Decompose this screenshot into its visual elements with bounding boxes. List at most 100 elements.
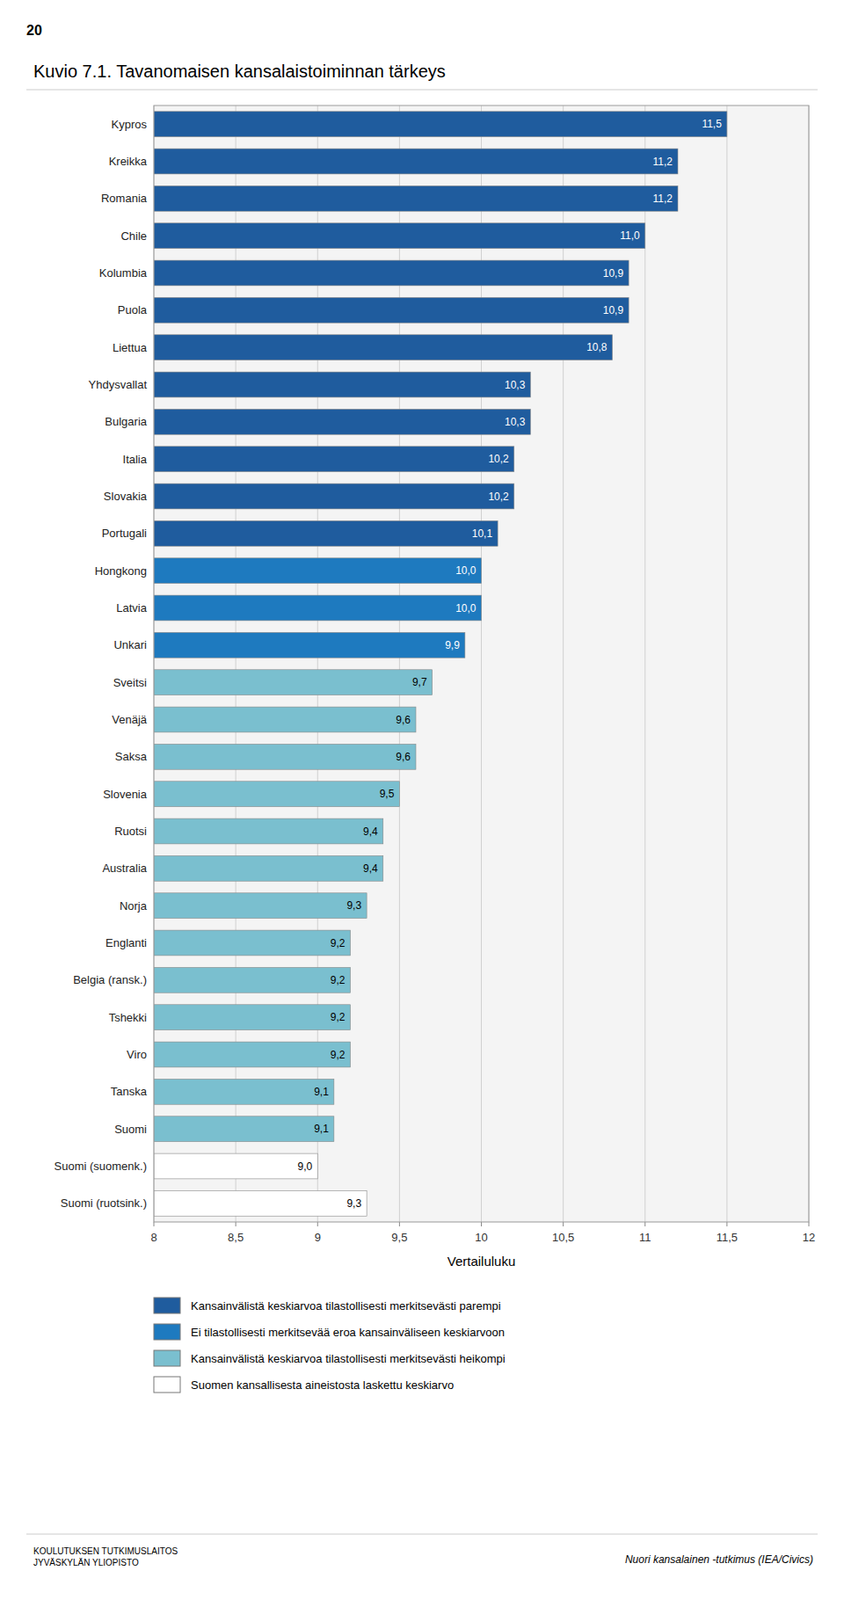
bar (153, 595, 482, 621)
data-label: 9,2 (330, 937, 346, 950)
category-label: Liettua (112, 341, 148, 355)
category-label: Suomi (suomenk.) (54, 1159, 147, 1173)
legend-swatch (153, 1350, 181, 1367)
bar (153, 558, 482, 584)
data-label: 9,4 (363, 862, 379, 875)
category-label: Sveitsi (113, 676, 147, 690)
data-label: 10,3 (504, 415, 526, 429)
data-label: 10,0 (455, 564, 477, 577)
tick-label: 11 (639, 1230, 652, 1245)
category-label: Bulgaria (104, 414, 147, 429)
bar (153, 1116, 335, 1143)
category-label: Kypros (111, 117, 148, 131)
bar (153, 371, 531, 398)
tick-mark (399, 1222, 401, 1227)
bar (153, 781, 400, 808)
bar (153, 706, 416, 733)
tick-mark (153, 1222, 155, 1227)
bar (153, 223, 646, 249)
bar (153, 743, 416, 770)
bar (153, 111, 728, 138)
data-label: 11,5 (701, 117, 722, 131)
category-label: Suomi (114, 1122, 147, 1136)
category-label: Latvia (116, 601, 147, 615)
category-label: Suomi (ruotsink.) (60, 1196, 147, 1210)
data-label: 10,0 (455, 602, 477, 615)
data-label: 10,2 (487, 490, 510, 503)
tick-mark (808, 1222, 810, 1227)
y-axis: KyprosKreikkaRomaniaChileKolumbiaPuolaLi… (54, 117, 148, 1211)
legend-swatch (153, 1324, 181, 1340)
bar (153, 1004, 351, 1031)
data-label: 9,0 (298, 1160, 313, 1173)
category-label: Ruotsi (114, 824, 147, 838)
data-labels: 11,511,211,211,010,910,910,810,310,310,2… (298, 117, 723, 1210)
bar (153, 446, 515, 473)
category-label: Australia (101, 861, 147, 875)
category-label: Belgia (ransk.) (72, 973, 147, 987)
bar (153, 818, 384, 844)
legend-swatch (153, 1376, 181, 1393)
tick-mark (480, 1222, 482, 1227)
data-label: 11,0 (619, 229, 641, 242)
bar (153, 185, 678, 211)
legend-label: Ei tilastollisesti merkitsevää eroa kans… (190, 1325, 505, 1339)
bar (153, 669, 433, 696)
title-rule (26, 89, 818, 91)
tick-label: 8 (150, 1230, 157, 1245)
data-label: 9,9 (444, 639, 460, 652)
category-label: Tshekki (109, 1011, 147, 1025)
legend-swatch (153, 1297, 181, 1314)
plot-frame (153, 105, 809, 1223)
footer-right: Nuori kansalainen -tutkimus (IEA/Civics) (625, 1553, 814, 1566)
category-label: Englanti (105, 936, 147, 950)
data-label: 9,2 (330, 974, 346, 987)
data-label: 10,9 (603, 304, 625, 317)
data-label: 9,6 (395, 713, 411, 727)
bar (153, 483, 515, 510)
category-label: Hongkong (94, 564, 147, 578)
bar (153, 632, 466, 658)
category-label: Yhdysvallat (88, 378, 148, 392)
bar (153, 297, 629, 323)
data-label: 10,8 (586, 341, 608, 354)
category-label: Venäjä (111, 713, 148, 727)
data-label: 9,2 (330, 1048, 346, 1062)
tick-mark (644, 1222, 646, 1227)
tick-mark (562, 1222, 564, 1227)
data-label: 9,2 (330, 1011, 346, 1024)
data-label: 10,2 (487, 452, 510, 466)
bar (153, 1153, 318, 1179)
tick-label: 9 (314, 1230, 321, 1245)
data-label: 9,5 (379, 787, 395, 801)
bar (153, 855, 384, 881)
footer-line: JYVÄSKYLÄN YLIOPISTO (33, 1557, 139, 1568)
category-label: Chile (120, 229, 147, 243)
category-label: Kreikka (109, 154, 148, 168)
category-label: Puola (117, 303, 148, 317)
grid (153, 105, 809, 1223)
footer-rule (26, 1534, 818, 1536)
category-label: Portugali (101, 526, 147, 540)
tick-label: 9,5 (391, 1230, 408, 1245)
tick-mark (726, 1222, 728, 1227)
data-label: 9,1 (313, 1085, 329, 1099)
tick-label: 8,5 (227, 1230, 244, 1245)
bar (153, 1041, 351, 1068)
category-label: Slovakia (103, 489, 148, 503)
data-label: 9,7 (412, 676, 428, 689)
category-label: Tanska (110, 1084, 148, 1099)
x-axis-label: Vertailuluku (447, 1253, 517, 1269)
legend-label: Suomen kansallisesta aineistosta laskett… (190, 1378, 454, 1392)
category-label: Viro (126, 1047, 147, 1062)
background (0, 0, 844, 1600)
bar (153, 148, 678, 175)
category-label: Slovenia (102, 787, 148, 801)
data-label: 10,9 (603, 267, 625, 280)
tick-label: 12 (802, 1230, 815, 1245)
data-label: 9,4 (363, 825, 379, 838)
bar (153, 334, 613, 361)
bar (153, 930, 351, 956)
data-label: 10,1 (472, 527, 494, 540)
footer-left: KOULUTUKSEN TUTKIMUSLAITOSJYVÄSKYLÄN YLI… (33, 1546, 178, 1568)
